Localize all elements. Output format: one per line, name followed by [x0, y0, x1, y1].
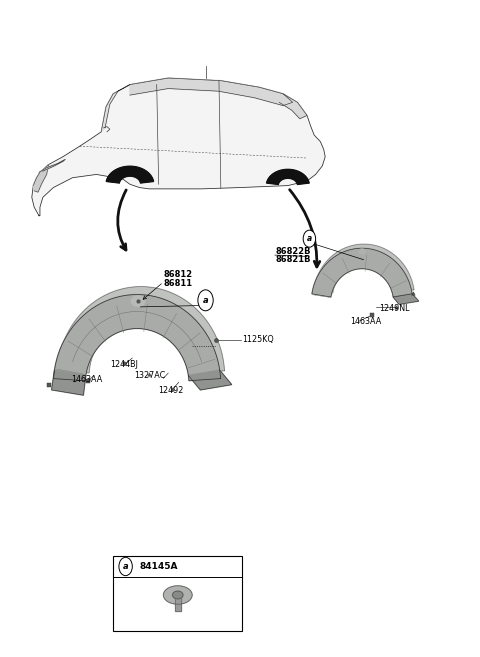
Polygon shape [51, 370, 86, 395]
Text: 86811: 86811 [163, 279, 192, 288]
Ellipse shape [163, 586, 192, 604]
Polygon shape [266, 170, 309, 185]
Text: 86822B: 86822B [276, 247, 312, 256]
Polygon shape [33, 165, 48, 192]
Text: a: a [307, 234, 312, 243]
Text: a: a [123, 562, 129, 571]
Polygon shape [314, 244, 414, 293]
Polygon shape [58, 286, 225, 373]
Text: 12492: 12492 [157, 386, 183, 395]
Text: a: a [203, 296, 208, 305]
Circle shape [303, 230, 316, 247]
Polygon shape [279, 94, 307, 119]
Circle shape [198, 290, 213, 311]
Polygon shape [130, 78, 293, 106]
Polygon shape [189, 370, 232, 390]
Bar [175, 595, 180, 611]
Text: 1463AA: 1463AA [72, 375, 103, 384]
Ellipse shape [172, 591, 183, 599]
Ellipse shape [132, 296, 145, 306]
Polygon shape [39, 160, 65, 173]
Text: 1327AC: 1327AC [134, 371, 165, 380]
Text: 86821B: 86821B [276, 256, 312, 264]
Text: 1249NL: 1249NL [379, 304, 409, 313]
Text: 84145A: 84145A [140, 562, 178, 571]
Text: 1244BJ: 1244BJ [110, 359, 138, 369]
Polygon shape [101, 85, 130, 132]
Polygon shape [312, 248, 412, 297]
Bar [113, 556, 242, 631]
Ellipse shape [359, 249, 365, 254]
Text: 86812: 86812 [163, 271, 192, 279]
Polygon shape [32, 78, 325, 215]
Polygon shape [54, 294, 221, 380]
Circle shape [119, 557, 132, 576]
Polygon shape [393, 294, 419, 304]
Polygon shape [106, 166, 154, 183]
Text: 1463AA: 1463AA [350, 317, 381, 326]
Text: 1125KQ: 1125KQ [242, 334, 274, 344]
